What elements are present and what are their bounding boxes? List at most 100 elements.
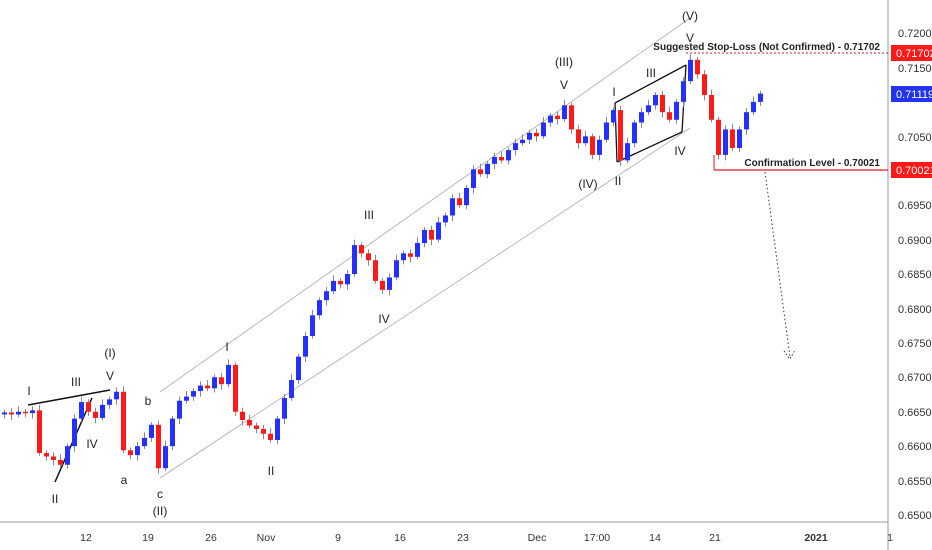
wave-label: IV — [86, 437, 97, 451]
candle-up — [625, 143, 630, 161]
candle-up — [744, 112, 749, 130]
candle-down — [478, 169, 483, 175]
candle-up — [653, 94, 658, 106]
wave-label: V — [560, 78, 568, 92]
candle-up — [415, 243, 420, 257]
wave-label: (III) — [555, 55, 573, 69]
candle-up — [310, 315, 315, 336]
candle-up — [198, 385, 203, 392]
candle-down — [121, 391, 126, 451]
x-tick-label: 17:00 — [584, 532, 610, 544]
candle-down — [716, 119, 721, 155]
channel-upper-line — [159, 17, 691, 393]
candle-down — [359, 245, 364, 254]
candle-up — [352, 245, 357, 275]
candle-up — [177, 400, 182, 419]
candle-up — [520, 139, 525, 144]
wave-label: V — [686, 31, 694, 45]
candle-down — [128, 450, 133, 456]
candle-up — [65, 446, 70, 465]
candle-up — [387, 277, 392, 290]
candle-up — [296, 356, 301, 381]
last-price-badge-text: 0.71119 — [896, 89, 932, 101]
candle-down — [499, 156, 504, 161]
candle-down — [457, 198, 462, 206]
wave-label: a — [121, 473, 128, 487]
candle-up — [639, 112, 644, 123]
candle-up — [681, 81, 686, 102]
candle-up — [513, 143, 518, 151]
candle-down — [9, 412, 14, 415]
candle-up — [674, 101, 679, 120]
candle-down — [247, 419, 252, 426]
x-tick-label: 21 — [709, 532, 721, 544]
projection-arrow — [764, 171, 791, 358]
candle-up — [527, 132, 532, 140]
wave-label: I — [612, 85, 615, 99]
candle-up — [485, 163, 490, 175]
candle-down — [254, 425, 259, 429]
x-axis[interactable]: 12 19 26 Nov 9 16 23 Dec 17:00 14 21 202… — [80, 532, 893, 544]
candle-up — [632, 122, 637, 144]
candle-down — [156, 424, 161, 469]
wave-label: III — [71, 375, 81, 389]
candle-down — [373, 260, 378, 281]
x-tick-label: 1 — [887, 532, 893, 544]
candle-up — [289, 380, 294, 398]
candle-down — [709, 94, 714, 120]
candle-down — [338, 280, 343, 285]
wave-label: III — [364, 208, 374, 222]
confirmation-badge-text: 0.70021 — [896, 165, 932, 177]
candle-down — [219, 377, 224, 385]
candle-down — [702, 74, 707, 95]
candle-down — [730, 129, 735, 148]
candle-up — [331, 280, 336, 292]
candle-up — [163, 446, 168, 469]
candle-up — [16, 411, 21, 415]
candle-down — [366, 253, 371, 261]
candle-up — [107, 399, 112, 405]
candle-up — [604, 122, 609, 140]
candle-up — [471, 169, 476, 188]
candle-down — [380, 280, 385, 290]
candle-down — [667, 112, 672, 120]
candle-down — [268, 433, 273, 440]
wave-label: (IV) — [578, 177, 597, 191]
candle-up — [548, 115, 553, 123]
x-tick-label: Nov — [257, 532, 276, 544]
candle-up — [135, 446, 140, 456]
candle-up — [394, 260, 399, 278]
candle-up — [72, 418, 77, 447]
candle-up — [79, 402, 84, 419]
wave-label: III — [646, 66, 656, 80]
candle-up — [541, 122, 546, 137]
stop-loss-label: Suggested Stop-Loss (Not Confirmed) - 0.… — [653, 42, 880, 53]
wave-label: IV — [378, 312, 389, 326]
candle-down — [695, 59, 700, 75]
candle-down — [205, 385, 210, 389]
wave-label: I — [225, 340, 228, 354]
candle-down — [429, 229, 434, 240]
x-tick-label: 9 — [335, 532, 341, 544]
wave-label: (I) — [104, 346, 115, 360]
x-tick-label: 16 — [394, 532, 406, 544]
candle-down — [660, 94, 665, 113]
candle-up — [723, 129, 728, 155]
candle-down — [240, 411, 245, 420]
x-tick-label: 23 — [457, 532, 469, 544]
candle-up — [170, 418, 175, 447]
candle-up — [611, 110, 616, 123]
candle-up — [436, 222, 441, 240]
x-tick-label: 2021 — [804, 532, 828, 544]
